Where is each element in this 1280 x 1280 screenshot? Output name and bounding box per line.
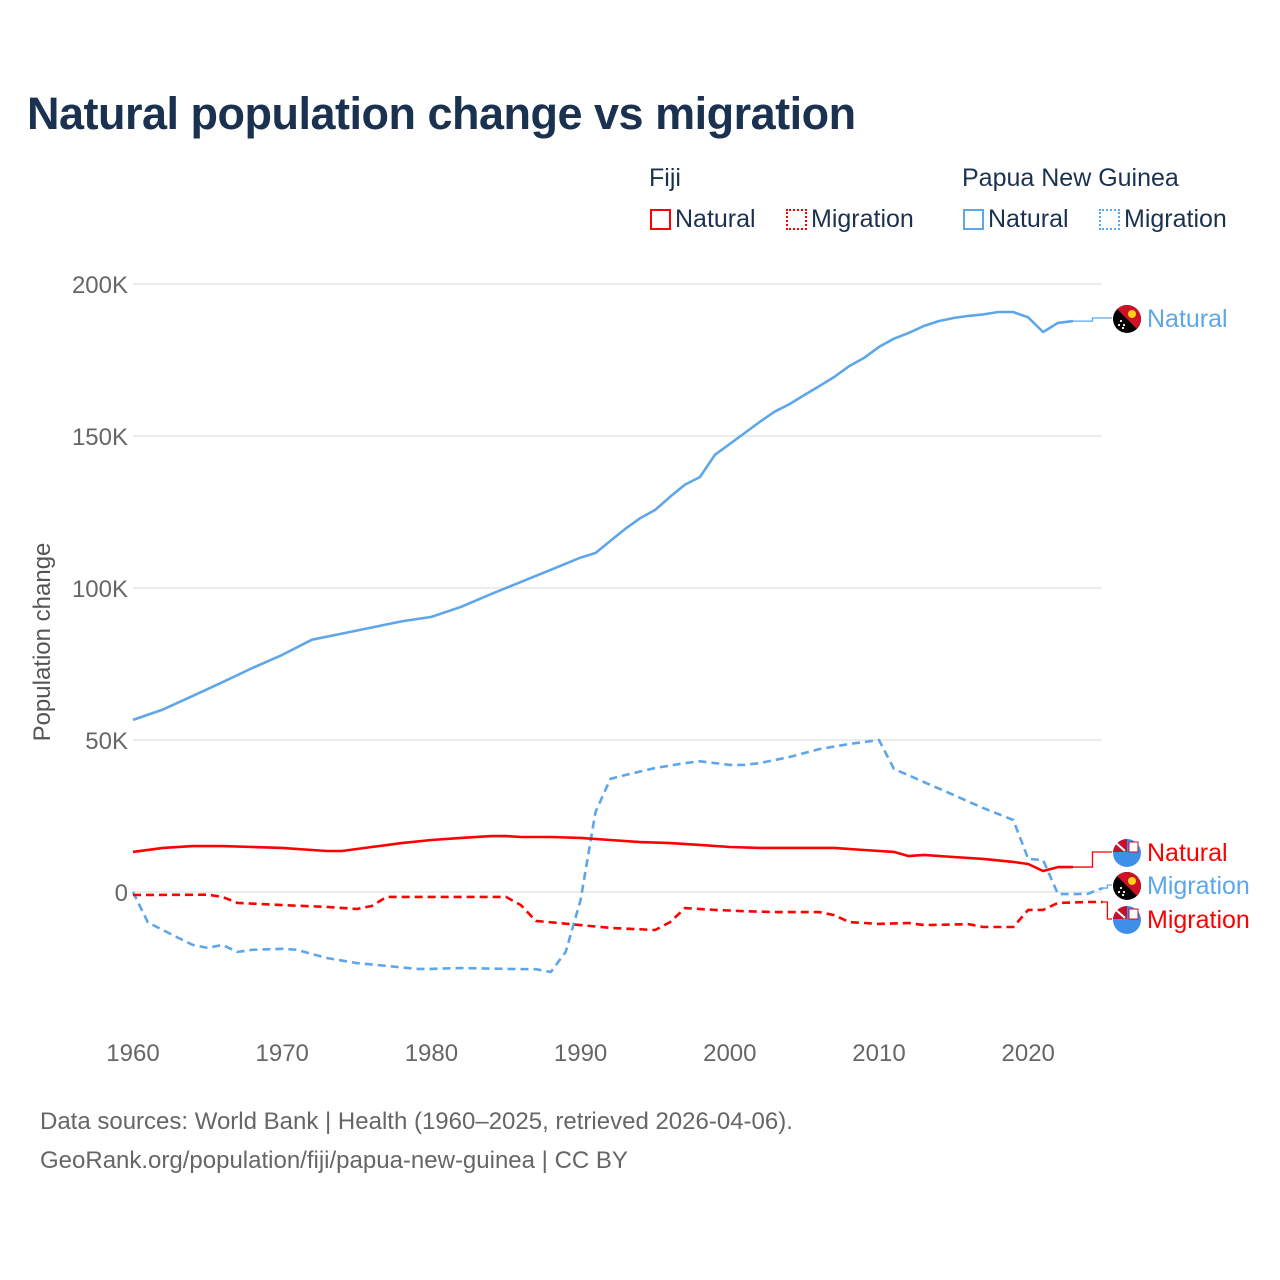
- footer-url[interactable]: GeoRank.org/population/fiji/papua-new-gu…: [40, 1147, 628, 1174]
- series-end-label: Migration: [1147, 906, 1250, 934]
- flag-shield: [1128, 908, 1139, 920]
- series-line-fiji-migration: [132, 893, 1103, 932]
- flag-star: [1122, 890, 1126, 894]
- flag-star: [1117, 323, 1121, 327]
- footer-sources: Data sources: World Bank | Health (1960–…: [40, 1108, 793, 1135]
- legend-fiji-migration[interactable]: Migration: [786, 205, 914, 234]
- flag-bird: [1128, 877, 1136, 885]
- flag-shield: [1128, 841, 1139, 853]
- x-tick-label: 1970: [256, 1040, 309, 1067]
- leader-line: [1102, 901, 1112, 920]
- legend-label: Natural: [988, 205, 1069, 233]
- fiji-flag-icon: [1113, 905, 1141, 934]
- y-tick-label: 100K: [72, 576, 128, 603]
- solid-swatch-icon: [650, 209, 671, 230]
- flag-bird: [1128, 310, 1136, 318]
- leader-line: [1072, 851, 1112, 868]
- png-flag-icon: [1113, 871, 1142, 900]
- dotted-swatch-icon: [1099, 209, 1120, 230]
- flag-star: [1119, 886, 1123, 890]
- flag-star: [1121, 893, 1125, 897]
- x-tick-label: 2000: [703, 1040, 756, 1067]
- y-tick-label: 0: [115, 880, 128, 907]
- leader-line: [1102, 884, 1112, 889]
- y-tick-label: 50K: [85, 728, 128, 755]
- series-end-label: Natural: [1147, 839, 1228, 867]
- flag-red-half: [1117, 305, 1141, 329]
- chart-title: Natural population change vs migration: [27, 88, 856, 139]
- legend-group-fiji: Fiji: [649, 164, 681, 192]
- flag-star: [1119, 319, 1123, 323]
- flag-red-half: [1117, 871, 1142, 896]
- series-line-papua-new-guinea-natural: [132, 310, 1074, 722]
- series-end-label: Migration: [1147, 872, 1250, 900]
- series-end-label: Natural: [1147, 305, 1228, 333]
- fiji-flag-icon: [1113, 839, 1141, 867]
- x-tick-label: 2020: [1002, 1040, 1055, 1067]
- x-tick-label: 1960: [106, 1040, 159, 1067]
- legend-group-png: Papua New Guinea: [962, 164, 1179, 192]
- flag-star: [1117, 890, 1121, 894]
- flag-star: [1122, 323, 1126, 327]
- legend-png-migration[interactable]: Migration: [1099, 205, 1227, 234]
- dotted-swatch-icon: [786, 209, 807, 230]
- flag-star: [1121, 326, 1125, 330]
- legend-label: Migration: [1124, 205, 1227, 233]
- png-flag-icon: [1113, 305, 1141, 333]
- legend-label: Natural: [675, 205, 756, 233]
- y-tick-label: 200K: [72, 272, 128, 299]
- flag-union-cross: [1115, 842, 1126, 852]
- flag-union-cross: [1115, 909, 1126, 919]
- y-axis-label: Population change: [29, 543, 56, 742]
- x-tick-label: 1990: [554, 1040, 607, 1067]
- x-tick-label: 2010: [852, 1040, 905, 1067]
- y-tick-label: 150K: [72, 424, 128, 451]
- series-line-papua-new-guinea-migration: [131, 738, 1104, 974]
- leader-line: [1072, 317, 1112, 322]
- solid-swatch-icon: [963, 209, 984, 230]
- legend-png-natural[interactable]: Natural: [963, 205, 1069, 234]
- x-tick-label: 1980: [405, 1040, 458, 1067]
- legend-fiji-natural[interactable]: Natural: [650, 205, 756, 234]
- series-line-fiji-natural: [132, 834, 1073, 873]
- legend-label: Migration: [811, 205, 914, 233]
